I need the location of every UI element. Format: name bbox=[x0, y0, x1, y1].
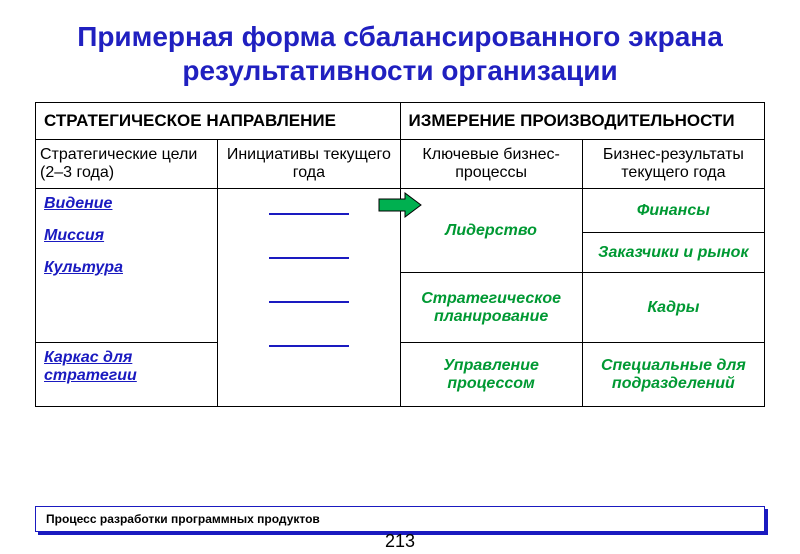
page-number: 213 bbox=[385, 531, 415, 552]
item-vision: Видение bbox=[44, 195, 209, 213]
header-strategic-direction: СТРАТЕГИЧЕСКОЕ НАПРАВЛЕНИЕ bbox=[36, 103, 401, 140]
arrow-icon bbox=[377, 190, 423, 225]
cell-initiatives-blank bbox=[218, 189, 400, 407]
footer-bar: Процесс разработки программных продуктов bbox=[35, 506, 765, 532]
cell-strategy-framework: Каркас для стратегии bbox=[36, 343, 218, 407]
cell-process-management: Управление процессом bbox=[400, 343, 582, 407]
slide-title: Примерная форма сбалансированного экрана… bbox=[0, 0, 800, 97]
cell-strategic-planning: Стратегическое планирование bbox=[400, 273, 582, 343]
blank-line bbox=[269, 257, 349, 259]
subheader-business-results: Бизнес-результаты текущего года bbox=[582, 140, 764, 189]
subheader-strategic-goals: Стратегические цели (2–3 года) bbox=[36, 140, 218, 189]
blank-line bbox=[269, 213, 349, 215]
cell-special-units: Специальные для подразделений bbox=[582, 343, 764, 407]
scorecard-table-container: СТРАТЕГИЧЕСКОЕ НАПРАВЛЕНИЕ ИЗМЕРЕНИЕ ПРО… bbox=[35, 102, 765, 407]
item-framework: Каркас для стратегии bbox=[44, 349, 137, 384]
blank-line bbox=[269, 345, 349, 347]
header-performance-measurement: ИЗМЕРЕНИЕ ПРОИЗВОДИТЕЛЬНОСТИ bbox=[400, 103, 765, 140]
cell-customers-market: Заказчики и рынок bbox=[582, 233, 764, 273]
subheader-initiatives: Инициативы текущего года bbox=[218, 140, 400, 189]
subheader-key-processes: Ключевые бизнес-процессы bbox=[400, 140, 582, 189]
cell-leadership: Лидерство bbox=[400, 189, 582, 273]
cell-hr: Кадры bbox=[582, 273, 764, 343]
cell-strategic-items: Видение Миссия Культура bbox=[36, 189, 218, 343]
scorecard-table: СТРАТЕГИЧЕСКОЕ НАПРАВЛЕНИЕ ИЗМЕРЕНИЕ ПРО… bbox=[35, 102, 765, 407]
item-culture: Культура bbox=[44, 259, 209, 277]
item-mission: Миссия bbox=[44, 227, 209, 245]
blank-line bbox=[269, 301, 349, 303]
cell-finance: Финансы bbox=[582, 189, 764, 233]
